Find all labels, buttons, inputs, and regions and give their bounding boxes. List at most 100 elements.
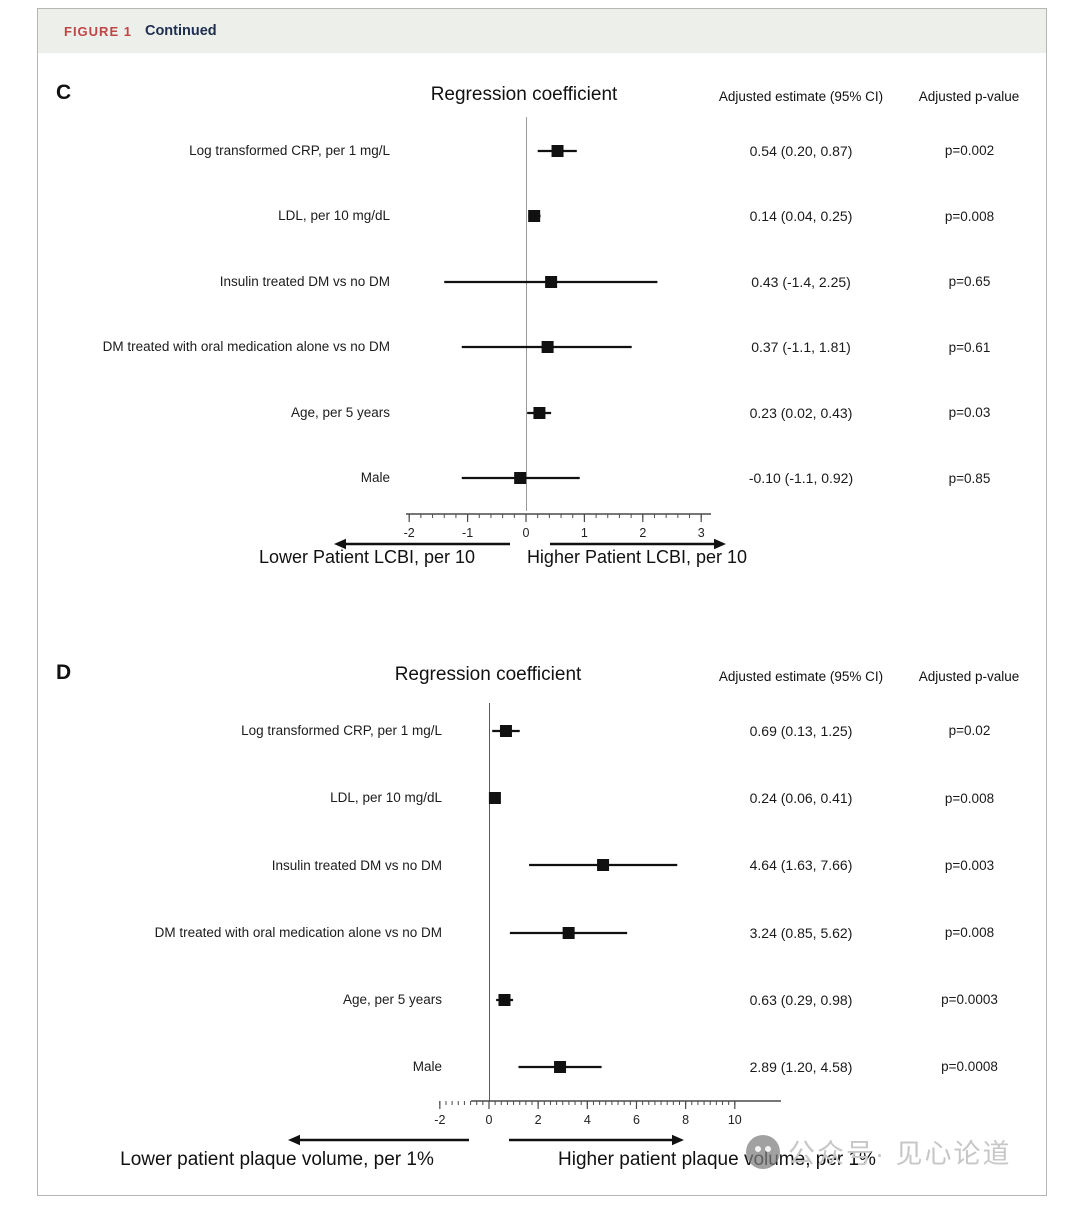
p-value: p=0.65 bbox=[948, 274, 991, 290]
estimate-marker bbox=[499, 724, 512, 737]
zero-reference-line bbox=[488, 703, 490, 1101]
logo-eye-icon bbox=[765, 1145, 771, 1152]
estimate-value: 2.89 (1.20, 4.58) bbox=[749, 1058, 853, 1075]
figure-continued-label: Continued bbox=[144, 23, 217, 39]
arrow-left-label: Lower patient plaque volume, per 1% bbox=[120, 1149, 434, 1170]
estimate-marker bbox=[545, 275, 558, 288]
figure-number-label: FIGURE 1 bbox=[64, 23, 132, 39]
estimate-value: 4.64 (1.63, 7.66) bbox=[749, 857, 853, 874]
ci-plot bbox=[444, 275, 658, 288]
forest-row: Log transformed CRP, per 1 mg/L 0.54 (0.2… bbox=[38, 118, 1048, 184]
forest-row: Log transformed CRP, per 1 mg/L 0.69 (0.1… bbox=[38, 697, 1048, 764]
panel-d: D Regression coefficient Adjusted estimate… bbox=[38, 649, 1048, 1194]
row-label: Insulin treated DM vs no DM bbox=[219, 273, 390, 289]
p-value: p=0.003 bbox=[944, 857, 995, 873]
wechat-official-account-logo-icon bbox=[746, 1134, 780, 1169]
figure-box: FIGURE 1 Continued C Regression coefficie… bbox=[37, 8, 1047, 1196]
row-label: LDL, per 10 mg/dL bbox=[330, 790, 442, 806]
forest-row: LDL, per 10 mg/dL 0.14 (0.04, 0.25) p=0.00… bbox=[38, 184, 1048, 250]
estimate-marker bbox=[541, 341, 554, 354]
forest-row: DM treated with oral medication alone vs… bbox=[38, 899, 1048, 966]
estimate-marker bbox=[528, 210, 541, 223]
forest-row: Age, per 5 years 0.63 (0.29, 0.98) p=0.000… bbox=[38, 966, 1048, 1033]
ci-plot bbox=[488, 792, 501, 805]
row-label: LDL, per 10 mg/dL bbox=[278, 208, 390, 224]
axis-tick-label: -1 bbox=[462, 526, 473, 540]
estimate-value: 0.14 (0.04, 0.25) bbox=[749, 208, 853, 225]
estimate-marker bbox=[533, 406, 546, 419]
ci-plot bbox=[528, 210, 541, 223]
estimate-value: 0.63 (0.29, 0.98) bbox=[749, 991, 853, 1008]
axis-tick-label: 6 bbox=[633, 1113, 640, 1127]
estimate-value: 0.37 (-1.1, 1.81) bbox=[751, 339, 851, 356]
p-value: p=0.85 bbox=[948, 470, 991, 486]
arrow-right-label: Higher patient plaque volume, per 1% bbox=[558, 1149, 876, 1170]
forest-row: Insulin treated DM vs no DM 0.43 (-1.4, 2… bbox=[38, 249, 1048, 315]
x-axis: -2 -1 0 1 2 3 bbox=[404, 513, 711, 540]
panel-title: Regression coefficient bbox=[394, 664, 582, 685]
axis-tick-label: 2 bbox=[639, 526, 646, 540]
ci-plot bbox=[496, 993, 514, 1006]
axis-tick-label: 4 bbox=[584, 1113, 591, 1127]
ci-plot bbox=[461, 341, 632, 354]
axis-tick-label: 8 bbox=[682, 1113, 689, 1127]
direction-arrows bbox=[334, 538, 726, 550]
arrow-right-head-icon bbox=[714, 538, 726, 550]
estimate-value: 0.24 (0.06, 0.41) bbox=[749, 790, 853, 807]
forest-row: Insulin treated DM vs no DM 4.64 (1.63, 7… bbox=[38, 832, 1048, 899]
arrow-left-head-icon bbox=[334, 538, 346, 550]
estimate-marker bbox=[554, 1060, 567, 1073]
arrow-right-head-icon bbox=[672, 1134, 684, 1146]
p-value: p=0.002 bbox=[944, 143, 995, 159]
panel-letter: C bbox=[56, 81, 72, 104]
estimate-marker bbox=[562, 926, 575, 939]
watermark: 公众号· 见心论道 bbox=[746, 1132, 1012, 1171]
ci-plot bbox=[529, 859, 678, 872]
forest-rows: Log transformed CRP, per 1 mg/L 0.69 (0.1… bbox=[38, 697, 1048, 1100]
row-label: Male bbox=[412, 1059, 442, 1075]
forest-rows: Log transformed CRP, per 1 mg/L 0.54 (0.2… bbox=[38, 118, 1048, 511]
estimate-marker bbox=[498, 993, 511, 1006]
panel-title: Regression coefficient bbox=[430, 84, 618, 105]
arrow-left-head-icon bbox=[288, 1134, 300, 1146]
axis-tick-label: 3 bbox=[698, 526, 705, 540]
row-label: Insulin treated DM vs no DM bbox=[271, 857, 442, 873]
p-value: p=0.02 bbox=[948, 723, 991, 739]
p-value: p=0.0008 bbox=[941, 1059, 998, 1075]
row-label: Age, per 5 years bbox=[290, 404, 390, 420]
panel-letter: D bbox=[56, 661, 72, 684]
row-label: DM treated with oral medication alone vs… bbox=[102, 339, 390, 355]
row-label: Log transformed CRP, per 1 mg/L bbox=[189, 142, 390, 158]
estimate-value: 0.43 (-1.4, 2.25) bbox=[751, 273, 851, 290]
ci-plot bbox=[492, 724, 520, 737]
ci-plot bbox=[527, 406, 552, 419]
forest-row: DM treated with oral medication alone vs… bbox=[38, 315, 1048, 381]
estimate-value: 0.23 (0.02, 0.43) bbox=[749, 404, 853, 421]
column-header-estimate: Adjusted estimate (95% CI) bbox=[718, 669, 884, 684]
column-header-estimate: Adjusted estimate (95% CI) bbox=[718, 89, 884, 104]
p-value: p=0.008 bbox=[944, 208, 995, 224]
forest-row: Male 2.89 (1.20, 4.58) p=0.0008 bbox=[38, 1033, 1048, 1100]
direction-arrows bbox=[288, 1134, 684, 1146]
p-value: p=0.008 bbox=[944, 925, 995, 941]
panels-container: C Regression coefficient Adjusted estimate… bbox=[38, 53, 1046, 1194]
p-value: p=0.61 bbox=[948, 339, 991, 355]
axis-tick-label: -2 bbox=[434, 1113, 445, 1127]
ci-plot bbox=[537, 144, 577, 157]
logo-eye-icon bbox=[755, 1145, 761, 1152]
axis-tick-label: -2 bbox=[404, 526, 415, 540]
axis-tick-label: 2 bbox=[535, 1113, 542, 1127]
arrow-left-label: Lower Patient LCBI, per 10 bbox=[258, 547, 476, 567]
p-value: p=0.03 bbox=[948, 405, 991, 421]
arrow-right-label: Higher Patient LCBI, per 10 bbox=[526, 547, 748, 567]
estimate-value: 0.69 (0.13, 1.25) bbox=[749, 722, 853, 739]
forest-row: Age, per 5 years 0.23 (0.02, 0.43) p=0.03 bbox=[38, 380, 1048, 446]
column-header-pvalue: Adjusted p-value bbox=[918, 669, 1020, 684]
panel-c: C Regression coefficient Adjusted estimate… bbox=[38, 69, 1048, 609]
estimate-value: 3.24 (0.85, 5.62) bbox=[749, 924, 853, 941]
estimate-marker bbox=[597, 859, 610, 872]
ci-plot bbox=[518, 1060, 602, 1073]
row-label: Log transformed CRP, per 1 mg/L bbox=[241, 723, 442, 739]
ci-plot bbox=[461, 472, 580, 485]
estimate-marker bbox=[514, 472, 527, 485]
